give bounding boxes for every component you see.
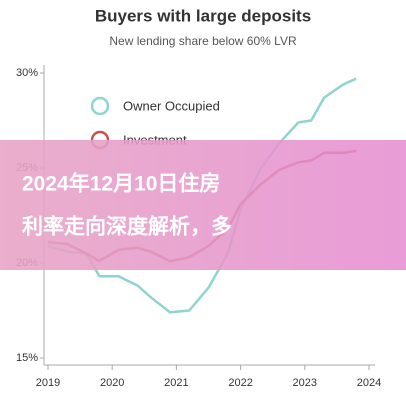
- x-tick-label: 2021: [164, 377, 188, 389]
- x-tick-label: 2023: [293, 377, 317, 389]
- chart-subtitle: New lending share below 60% LVR: [109, 34, 297, 48]
- banner: [0, 140, 406, 270]
- legend-marker: [90, 96, 110, 116]
- x-tick-label: 2019: [36, 377, 60, 389]
- x-tick-label: 2022: [228, 377, 252, 389]
- banner-text: 利率走向深度解析，多: [22, 215, 232, 239]
- legend-label: Owner Occupied: [123, 98, 220, 113]
- banner-text: 2024年12月10日住房: [22, 172, 220, 196]
- x-tick-label: 2020: [100, 377, 124, 389]
- y-tick-label: 30%: [16, 67, 38, 79]
- x-tick-label: 2024: [357, 377, 381, 389]
- chart-title: Buyers with large deposits: [95, 6, 311, 25]
- series-line: [47, 77, 357, 314]
- y-tick-label: 15%: [16, 352, 38, 364]
